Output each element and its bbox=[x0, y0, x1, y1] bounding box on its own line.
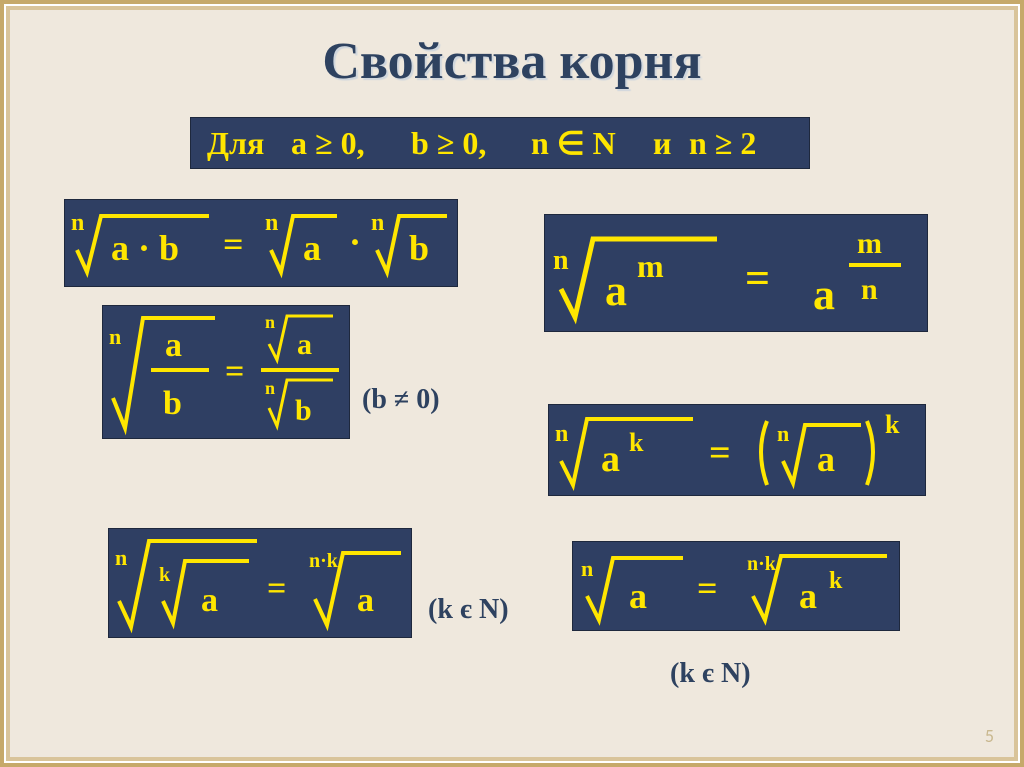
formula-nested-box: n k a = n·k a bbox=[108, 528, 412, 638]
svg-text:n: n bbox=[115, 545, 127, 570]
svg-text:b: b bbox=[163, 385, 182, 422]
svg-text:a ≥ 0,: a ≥ 0, bbox=[291, 125, 365, 161]
svg-text:a: a bbox=[357, 582, 374, 619]
svg-text:n: n bbox=[265, 210, 278, 236]
svg-text:n: n bbox=[265, 378, 275, 398]
svg-text:=: = bbox=[697, 568, 718, 608]
svg-text:n: n bbox=[553, 245, 569, 276]
svg-text:=: = bbox=[745, 254, 770, 303]
formula-expand-box: n a = n·k a k bbox=[572, 541, 900, 631]
svg-text:a: a bbox=[813, 270, 835, 319]
condition-b-nonzero: (b ≠ 0) bbox=[362, 384, 440, 416]
svg-text:n: n bbox=[371, 210, 384, 236]
svg-text:a: a bbox=[601, 438, 620, 480]
svg-text:·: · bbox=[349, 222, 361, 262]
svg-text:b ≥ 0,: b ≥ 0, bbox=[411, 125, 486, 161]
svg-text:m: m bbox=[857, 227, 882, 260]
svg-text:a: a bbox=[165, 327, 182, 364]
formula-power: n a m = a m n bbox=[545, 215, 927, 331]
svg-text:n: n bbox=[109, 324, 121, 349]
svg-text:n: n bbox=[777, 421, 789, 446]
page-number: 5 bbox=[985, 725, 994, 747]
svg-text:b: b bbox=[295, 394, 312, 427]
formula-expand: n a = n·k a k bbox=[573, 542, 899, 630]
formula-power-box: n a m = a m n bbox=[544, 214, 928, 332]
svg-text:=: = bbox=[225, 353, 244, 390]
svg-text:n·k: n·k bbox=[747, 553, 777, 575]
svg-text:k: k bbox=[885, 410, 900, 439]
svg-text:n: n bbox=[71, 210, 84, 236]
formula-power-out: n a k = n a k bbox=[549, 405, 925, 495]
svg-text:и: и bbox=[653, 125, 671, 161]
svg-text:k: k bbox=[829, 568, 843, 594]
svg-text:m: m bbox=[637, 248, 664, 284]
formula-product: n a · b = n a · n b bbox=[65, 200, 457, 286]
header-condition-box: Для a ≥ 0, b ≥ 0, n ∈ N и n ≥ 2 bbox=[190, 117, 810, 169]
svg-text:n: n bbox=[861, 273, 878, 306]
slide-title: Свойства корня bbox=[4, 32, 1020, 91]
svg-text:n ≥ 2: n ≥ 2 bbox=[689, 125, 756, 161]
svg-text:a · b: a · b bbox=[111, 228, 179, 268]
svg-text:a: a bbox=[297, 328, 312, 361]
formula-quotient: n a b = n a n b bbox=[103, 306, 349, 438]
svg-text:a: a bbox=[303, 228, 321, 268]
header-condition-formula: Для a ≥ 0, b ≥ 0, n ∈ N и n ≥ 2 bbox=[191, 118, 809, 168]
svg-text:n: n bbox=[581, 556, 593, 581]
svg-text:n ∈ N: n ∈ N bbox=[531, 125, 616, 161]
svg-text:a: a bbox=[605, 266, 627, 315]
svg-text:a: a bbox=[201, 582, 218, 619]
svg-text:Для: Для bbox=[207, 125, 264, 161]
formula-quotient-box: n a b = n a n b bbox=[102, 305, 350, 439]
svg-text:a: a bbox=[629, 576, 647, 616]
slide: Свойства корня Для a ≥ 0, b ≥ 0, n ∈ N и… bbox=[0, 0, 1024, 767]
formula-product-box: n a · b = n a · n b bbox=[64, 199, 458, 287]
svg-text:=: = bbox=[267, 570, 286, 607]
formula-nested: n k a = n·k a bbox=[109, 529, 411, 637]
svg-text:a: a bbox=[817, 439, 835, 479]
svg-text:n·k: n·k bbox=[309, 550, 339, 572]
condition-k-in-n-2: (k є N) bbox=[670, 658, 751, 690]
svg-text:k: k bbox=[629, 428, 644, 457]
svg-text:b: b bbox=[409, 228, 429, 268]
condition-k-in-n-1: (k є N) bbox=[428, 594, 509, 626]
formula-power-out-box: n a k = n a k bbox=[548, 404, 926, 496]
svg-text:a: a bbox=[799, 576, 817, 616]
svg-text:n: n bbox=[265, 312, 275, 332]
svg-text:n: n bbox=[555, 421, 568, 447]
svg-text:=: = bbox=[709, 432, 731, 474]
svg-text:k: k bbox=[159, 564, 171, 586]
svg-text:=: = bbox=[223, 224, 244, 264]
